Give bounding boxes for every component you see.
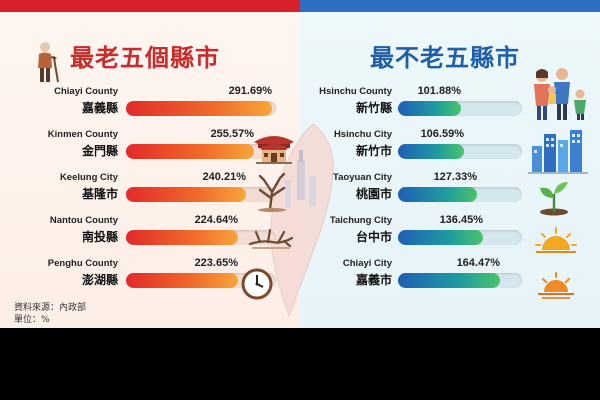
- county-name-zh: 金門縣: [81, 144, 118, 158]
- value-label: 224.64%: [194, 214, 238, 226]
- county-name-zh: 基隆市: [81, 187, 118, 201]
- bar: [126, 187, 246, 202]
- county-name-zh: 嘉義市: [355, 273, 392, 287]
- bar: [126, 144, 254, 159]
- left-header-stripe: [0, 0, 300, 12]
- bar: [398, 230, 483, 245]
- sunrise-icon: [535, 227, 577, 253]
- county-name-zh: 新竹市: [355, 144, 392, 158]
- value-label: 164.47%: [456, 257, 500, 269]
- value-label: 101.88%: [417, 85, 461, 97]
- source-note: 資料來源：內政部: [14, 303, 87, 313]
- county-name-en: Chiayi City: [342, 258, 392, 269]
- unit-note: 單位：%: [14, 315, 50, 325]
- county-name-zh: 台中市: [355, 230, 392, 244]
- bar-track: [126, 187, 276, 202]
- bar-track: [126, 101, 276, 116]
- county-name-en: Hsinchu County: [319, 86, 392, 97]
- county-name-zh: 桃園市: [355, 187, 392, 201]
- county-name-zh: 澎湖縣: [81, 273, 118, 287]
- left-title: 最老五個縣市: [70, 44, 220, 72]
- clock-icon: [241, 268, 273, 300]
- bar-track: [398, 144, 522, 159]
- right-header-stripe: [300, 0, 600, 12]
- bar-track: [398, 101, 522, 116]
- bar: [126, 101, 272, 116]
- county-name-en: Kinmen County: [47, 129, 118, 140]
- value-label: 240.21%: [202, 171, 246, 183]
- sprout-icon: [540, 182, 568, 216]
- bar-track: [126, 273, 276, 288]
- value-label: 291.69%: [228, 85, 272, 97]
- county-name-zh: 嘉義縣: [81, 101, 118, 115]
- bar: [398, 187, 477, 202]
- bar-track: [126, 144, 276, 159]
- value-label: 223.65%: [194, 257, 238, 269]
- county-name-zh: 南投縣: [81, 230, 118, 244]
- bar: [398, 144, 464, 159]
- elderly-person-icon: [38, 42, 59, 83]
- bar-track: [398, 187, 522, 202]
- bare-tree-icon: [258, 172, 286, 212]
- bar: [398, 273, 500, 288]
- value-label: 106.59%: [420, 128, 464, 140]
- county-name-zh: 新竹縣: [355, 101, 392, 115]
- county-name-en: Taichung City: [329, 215, 392, 226]
- county-name-en: Penghu County: [47, 258, 118, 269]
- county-name-en: Chiayi County: [54, 86, 118, 97]
- value-label: 255.57%: [210, 128, 254, 140]
- bar-track: [398, 230, 522, 245]
- city-skyline-icon: [528, 130, 588, 174]
- dry-branch-icon: [248, 228, 294, 249]
- family-icon: [534, 68, 586, 120]
- bar-track: [126, 230, 276, 245]
- value-label: 136.45%: [439, 214, 483, 226]
- bar: [126, 273, 238, 288]
- sunset-icon: [538, 272, 574, 299]
- bar: [398, 101, 461, 116]
- bar: [126, 230, 238, 245]
- value-label: 127.33%: [433, 171, 477, 183]
- temple-icon: [254, 136, 294, 164]
- county-name-en: Hsinchu City: [333, 129, 392, 140]
- taiwan-map-icon: [270, 123, 334, 318]
- infographic: 最老五個縣市 最不老五縣市 Chiayi County 嘉義縣 291.69% Kin…: [0, 0, 600, 328]
- county-name-en: Taoyuan City: [333, 172, 392, 183]
- right-title: 最不老五縣市: [370, 44, 520, 72]
- bar-track: [398, 273, 522, 288]
- county-name-en: Keelung City: [59, 172, 118, 183]
- county-name-en: Nantou County: [49, 215, 118, 226]
